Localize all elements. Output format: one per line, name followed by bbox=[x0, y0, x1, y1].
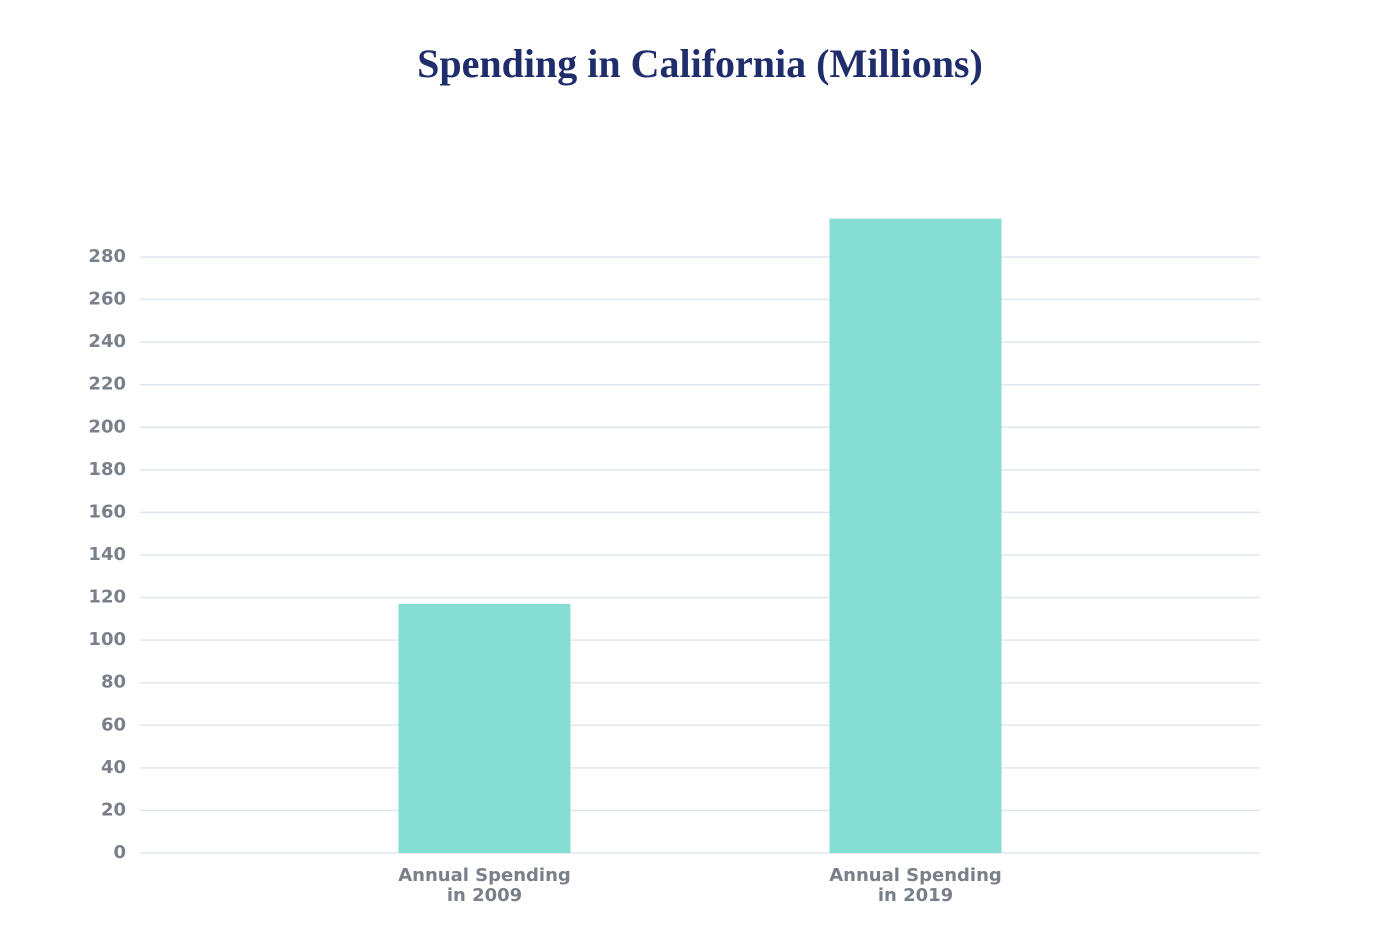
y-tick-label: 120 bbox=[88, 587, 126, 608]
x-tick-label: Annual Spending in 2009 bbox=[398, 865, 571, 906]
y-tick-label: 40 bbox=[101, 757, 126, 778]
y-tick-label: 80 bbox=[101, 672, 126, 693]
bar bbox=[829, 218, 1002, 853]
y-tick-label: 100 bbox=[88, 629, 126, 650]
y-tick-label: 20 bbox=[101, 799, 126, 820]
y-tick-label: 160 bbox=[88, 501, 126, 522]
y-tick-label: 240 bbox=[88, 331, 126, 352]
x-tick-label: Annual Spending in 2019 bbox=[829, 865, 1002, 906]
y-tick-label: 180 bbox=[88, 459, 126, 480]
y-tick-label: 220 bbox=[88, 374, 126, 395]
y-tick-label: 200 bbox=[88, 416, 126, 437]
y-tick-label: 280 bbox=[88, 246, 126, 267]
y-tick-label: 0 bbox=[113, 842, 126, 863]
bar bbox=[398, 603, 571, 853]
y-tick-label: 60 bbox=[101, 714, 126, 735]
y-tick-label: 140 bbox=[88, 544, 126, 565]
chart-title: Spending in California (Millions) bbox=[417, 41, 983, 86]
y-tick-label: 260 bbox=[88, 289, 126, 310]
